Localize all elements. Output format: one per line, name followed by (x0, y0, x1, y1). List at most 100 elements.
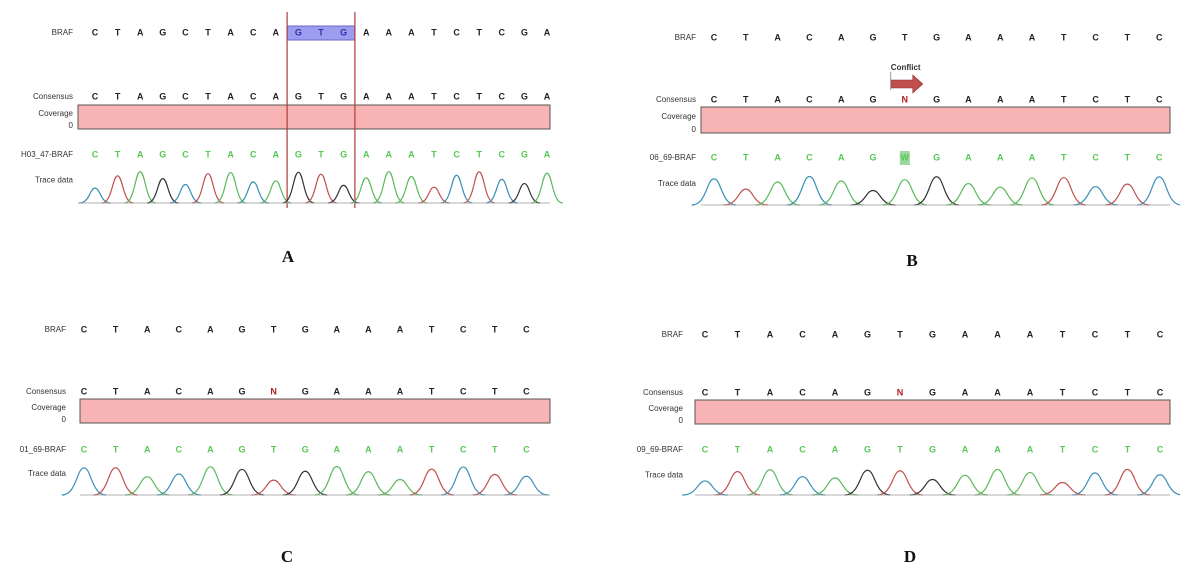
reference-base: C (460, 324, 467, 334)
reference-base: G (521, 27, 528, 37)
consensus-base: A (397, 386, 404, 396)
trace-peak (409, 469, 453, 495)
trace-label: Trace data (658, 179, 696, 188)
consensus-base: T (113, 386, 119, 396)
reference-base: G (933, 32, 940, 42)
consensus-base: T (492, 386, 498, 396)
reference-base: A (997, 32, 1004, 42)
trace-peak (1073, 187, 1118, 205)
sample-base: A (397, 444, 404, 454)
sample-base: A (838, 152, 845, 162)
sample-base: C (523, 444, 530, 454)
consensus-base: T (1125, 94, 1131, 104)
consensus-base: C (92, 91, 99, 101)
trace-peak (812, 478, 858, 495)
consensus-base: C (806, 94, 813, 104)
reference-base: C (182, 27, 189, 37)
trace-peak (747, 470, 793, 495)
consensus-base: A (994, 387, 1001, 397)
sample-base: G (302, 444, 309, 454)
reference-base: C (176, 324, 183, 334)
trace-peak (531, 173, 563, 203)
consensus-base: C (1092, 94, 1099, 104)
sample-base: A (365, 444, 372, 454)
sample-base: T (1061, 152, 1067, 162)
sample-base: C (182, 149, 189, 159)
sample-base: G (159, 149, 166, 159)
reference-base: T (205, 27, 211, 37)
sample-base: C (711, 152, 718, 162)
coverage-bar (701, 107, 1170, 133)
reference-base: G (159, 27, 166, 37)
trace-peak (780, 477, 826, 495)
consensus-base: N (270, 386, 277, 396)
sample-base: C (92, 149, 99, 159)
sample-base: A (144, 444, 151, 454)
consensus-base: A (408, 91, 415, 101)
consensus-base: T (205, 91, 211, 101)
trace-peak (315, 467, 359, 495)
sample-base: T (429, 444, 435, 454)
reference-base: A (363, 27, 370, 37)
trace-label: Trace data (35, 176, 73, 185)
trace-peak (147, 179, 179, 203)
reference-base: A (408, 27, 415, 37)
coverage-bar (695, 400, 1170, 424)
sample-base: T (897, 444, 903, 454)
coverage-label: Coverage (661, 112, 696, 121)
trace-peak (192, 174, 224, 203)
consensus-base: A (137, 91, 144, 101)
sample-label: H03_47-BRAF (21, 150, 73, 159)
consensus-base: A (767, 387, 774, 397)
trace-peak (215, 173, 247, 203)
consensus-base: T (743, 94, 749, 104)
consensus-base: A (838, 94, 845, 104)
sample-base: G (864, 444, 871, 454)
trace-peak (877, 471, 923, 495)
reference-base: C (1092, 329, 1099, 339)
reference-base: T (113, 324, 119, 334)
sample-base: A (994, 444, 1001, 454)
consensus-base: A (997, 94, 1004, 104)
reference-base: G (869, 32, 876, 42)
consensus-base: G (340, 91, 347, 101)
reference-base: T (897, 329, 903, 339)
sample-base: C (1092, 152, 1099, 162)
sample-base: T (1125, 152, 1131, 162)
trace-peak (1010, 178, 1055, 205)
reference-base: A (1027, 329, 1034, 339)
reference-base: G (295, 27, 302, 37)
trace-peak (1105, 469, 1151, 495)
sample-base: C (1092, 444, 1099, 454)
sample-base: C (1156, 152, 1163, 162)
consensus-base: G (521, 91, 528, 101)
reference-base: A (386, 27, 393, 37)
sample-base: C (81, 444, 88, 454)
trace-peak (463, 172, 495, 203)
trace-peak (755, 182, 800, 205)
reference-base: C (81, 324, 88, 334)
consensus-base: T (115, 91, 121, 101)
trace-peak (942, 475, 988, 495)
panel-letter: A (282, 247, 295, 266)
reference-base: A (273, 27, 280, 37)
consensus-base: C (702, 387, 709, 397)
reference-base: A (397, 324, 404, 334)
figure: BRAFConsensusCoverage0H03_47-BRAFTrace d… (0, 0, 1180, 575)
consensus-base: A (962, 387, 969, 397)
trace-peak (124, 172, 156, 203)
trace-peak (93, 468, 137, 495)
trace-peak (946, 184, 991, 205)
consensus-base: A (207, 386, 214, 396)
reference-base: C (806, 32, 813, 42)
sample-base: C (453, 149, 460, 159)
consensus-base: T (1061, 94, 1067, 104)
sample-base: G (295, 149, 302, 159)
reference-base: A (144, 324, 151, 334)
reference-base: C (453, 27, 460, 37)
consensus-base: N (902, 94, 909, 104)
sample-base: A (408, 149, 415, 159)
coverage-label: Coverage (38, 109, 73, 118)
trace-peak (486, 179, 518, 203)
trace-peak (787, 177, 832, 205)
